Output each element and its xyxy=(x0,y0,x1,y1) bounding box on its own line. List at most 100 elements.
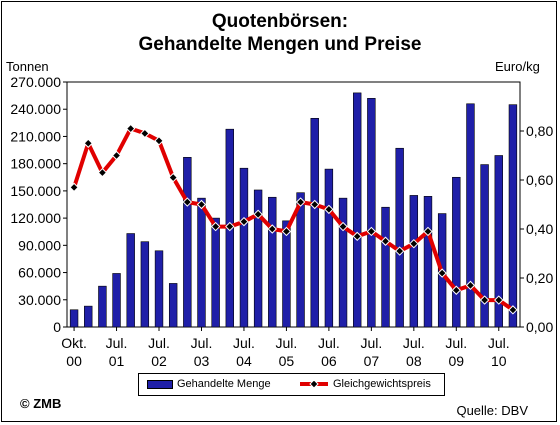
x-tick-label-bottom: 03 xyxy=(194,353,210,369)
x-tick-label-bottom: 09 xyxy=(449,353,465,369)
price-marker xyxy=(508,305,518,315)
price-marker xyxy=(465,280,476,291)
bar xyxy=(112,273,121,328)
bar xyxy=(324,168,334,328)
price-marker xyxy=(494,295,504,305)
x-tick-label-bottom: 10 xyxy=(491,353,507,369)
price-marker xyxy=(140,128,150,139)
bar xyxy=(253,189,263,328)
x-tick-label-top: Jul. xyxy=(360,335,382,351)
left-tick-label: 90.000 xyxy=(18,237,61,253)
bar xyxy=(154,250,164,328)
right-tick-label: 0,60 xyxy=(526,172,553,188)
x-tick-label-top: Jul. xyxy=(488,335,510,351)
right-tick-label: 0,00 xyxy=(526,319,553,335)
right-tick-label: 0,40 xyxy=(526,221,553,237)
left-tick-label: 30.000 xyxy=(18,292,61,308)
price-marker xyxy=(111,150,122,161)
bar xyxy=(98,285,107,328)
x-tick-label-top: Okt. xyxy=(61,335,87,351)
legend-item-line: Gleichgewichtspreis xyxy=(299,378,431,390)
left-tick-label: 180.000 xyxy=(10,156,61,172)
price-marker xyxy=(97,167,108,178)
chart-title-line1: Quotenbörsen: xyxy=(211,11,349,32)
right-tick-label: 0,20 xyxy=(526,270,553,286)
bar xyxy=(480,164,489,328)
price-line xyxy=(72,126,515,312)
price-marker xyxy=(352,231,362,242)
plot-area xyxy=(66,81,521,328)
x-tick-label-top: Jul. xyxy=(276,335,298,351)
left-tick-label: 240.000 xyxy=(10,101,61,117)
price-marker xyxy=(83,138,93,148)
legend-swatch-line xyxy=(300,379,328,389)
left-tick-label: 60.000 xyxy=(18,265,61,281)
x-tick-label-top: Jul. xyxy=(318,335,340,351)
price-marker xyxy=(168,172,178,183)
left-tick-label: 150.000 xyxy=(10,183,61,199)
x-tick-label-top: Jul. xyxy=(445,335,467,351)
price-marker xyxy=(409,238,419,249)
x-tick-label-bottom: 04 xyxy=(236,353,252,369)
bar xyxy=(381,206,390,328)
bar xyxy=(197,197,206,328)
x-tick-label-bottom: 06 xyxy=(321,353,337,369)
x-tick-label-top: Jul. xyxy=(403,335,425,351)
x-tick-label-bottom: 07 xyxy=(364,353,380,369)
left-tick-label: 210.000 xyxy=(10,128,61,144)
price-marker xyxy=(423,226,433,237)
x-tick-label-bottom: 00 xyxy=(66,353,82,369)
price-marker xyxy=(267,224,277,234)
bar xyxy=(239,167,249,328)
price-marker xyxy=(451,285,462,295)
price-marker xyxy=(324,204,334,215)
legend-swatch-bars xyxy=(147,379,173,389)
price-marker xyxy=(310,199,320,210)
price-marker xyxy=(338,221,348,232)
price-marker xyxy=(239,216,249,227)
bar xyxy=(282,220,291,328)
right-tick-label: 0,80 xyxy=(526,123,553,139)
price-marker xyxy=(225,221,235,232)
price-marker xyxy=(479,295,490,305)
left-tick-label: 120.000 xyxy=(10,210,61,226)
bar xyxy=(296,192,305,328)
x-tick-label-bottom: 08 xyxy=(406,353,422,369)
legend-label-bars: Gehandelte Menge xyxy=(177,378,271,390)
legend: Gehandelte Menge Gleichgewichtspreis xyxy=(138,373,445,396)
bar xyxy=(310,117,319,328)
price-marker xyxy=(210,221,221,232)
x-tick-label-top: Jul. xyxy=(106,335,128,351)
x-tick-label-top: Jul. xyxy=(148,335,170,351)
bar xyxy=(395,147,404,328)
x-tick-label-bottom: 05 xyxy=(279,353,295,369)
source-label: Quelle: DBV xyxy=(456,403,528,418)
price-marker xyxy=(196,199,207,210)
price-marker xyxy=(295,197,306,207)
left-tick-label: 0 xyxy=(53,319,61,335)
price-marker xyxy=(253,209,263,220)
x-tick-label-bottom: 01 xyxy=(109,353,125,369)
x-tick-label-top: Jul. xyxy=(191,335,213,351)
legend-item-bars: Gehandelte Menge xyxy=(147,378,271,390)
bar xyxy=(183,157,192,328)
bar xyxy=(268,196,277,328)
bar xyxy=(508,104,518,328)
price-marker xyxy=(394,246,405,256)
bar xyxy=(211,217,220,328)
price-marker xyxy=(69,182,79,193)
copyright-label: © ZMB xyxy=(20,396,62,411)
legend-label-line: Gleichgewichtspreis xyxy=(333,378,431,390)
bar xyxy=(168,283,178,328)
price-marker xyxy=(154,136,164,146)
chart-title-line2: Gehandelte Mengen und Preise xyxy=(138,34,422,55)
bar xyxy=(84,305,93,328)
price-marker xyxy=(380,236,391,246)
bar xyxy=(367,98,376,328)
price-marker xyxy=(281,226,292,237)
right-axis-unit: Euro/kg xyxy=(495,59,540,74)
bar xyxy=(423,196,433,328)
x-tick-label-bottom: 02 xyxy=(151,353,167,369)
